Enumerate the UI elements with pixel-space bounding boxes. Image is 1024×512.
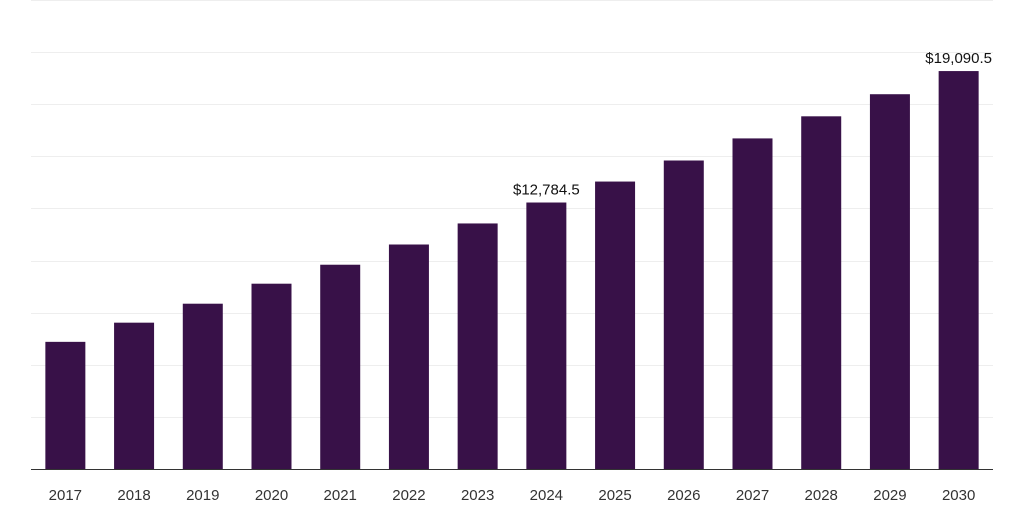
- bar-2026: [663, 160, 704, 469]
- data-label-2024: $12,784.5: [513, 182, 580, 199]
- x-tick-label: 2017: [49, 487, 82, 504]
- data-label-2030: $19,090.5: [925, 50, 992, 67]
- x-tick-label: 2022: [392, 487, 425, 504]
- x-tick-label: 2019: [186, 487, 219, 504]
- bar-2028: [801, 116, 842, 469]
- x-tick-label: 2030: [942, 487, 975, 504]
- x-tick-label: 2027: [736, 487, 769, 504]
- x-tick-label: 2025: [598, 487, 631, 504]
- x-tick-labels: 2017 2018 2019 2020 2021 2022 2023 2024 2025 2026…: [49, 487, 976, 504]
- bar-2021: [320, 264, 361, 469]
- data-labels: $12,784.5 $19,090.5: [513, 50, 992, 198]
- gridlines: [31, 0, 993, 418]
- bars: [45, 71, 979, 470]
- x-tick-label: 2023: [461, 487, 494, 504]
- bar-2030: [938, 71, 979, 470]
- bar-2029: [869, 94, 910, 469]
- bar-2019: [182, 303, 223, 469]
- bar-2025: [595, 181, 636, 469]
- bar-2020: [251, 283, 292, 469]
- x-tick-label: 2029: [873, 487, 906, 504]
- x-tick-label: 2018: [117, 487, 150, 504]
- x-tick-label: 2024: [530, 487, 563, 504]
- x-tick-label: 2021: [324, 487, 357, 504]
- bar-2024: [526, 202, 567, 469]
- x-tick-label: 2028: [805, 487, 838, 504]
- x-tick-label: 2026: [667, 487, 700, 504]
- x-tick-label: 2020: [255, 487, 288, 504]
- bar-2017: [45, 341, 86, 469]
- bar-2027: [732, 138, 773, 469]
- bar-2023: [457, 223, 498, 469]
- bar-2018: [114, 322, 155, 469]
- bar-2022: [388, 244, 429, 469]
